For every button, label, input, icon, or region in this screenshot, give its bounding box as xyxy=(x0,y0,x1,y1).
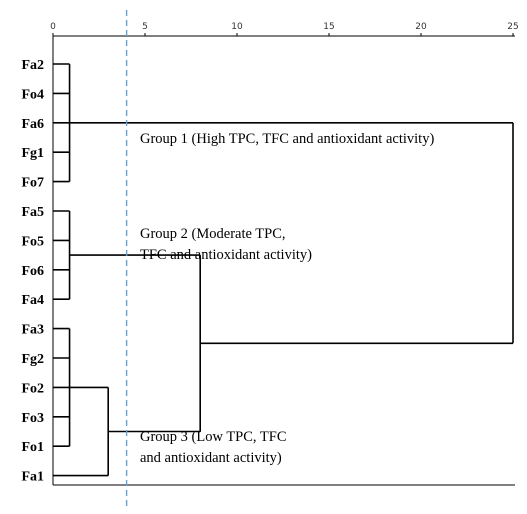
leaf-label: Fa5 xyxy=(21,205,44,220)
leaf-label: Fo5 xyxy=(21,234,44,249)
leaf-label: Fo7 xyxy=(21,176,44,191)
group-label-line: Group 2 (Moderate TPC, xyxy=(140,226,286,242)
group-label: Group 3 (Low TPC, TFC and antioxidant act… xyxy=(140,429,287,466)
leaf-label: Fa4 xyxy=(21,293,44,308)
leaf-label: Fg1 xyxy=(21,146,44,161)
x-tick-label: 25 xyxy=(507,22,518,32)
x-tick-label: 15 xyxy=(323,22,334,32)
leaf-label: Fa1 xyxy=(21,470,44,485)
x-tick-label: 0 xyxy=(50,22,56,32)
group-label-line: and antioxidant activity) xyxy=(140,450,282,466)
leaf-label: Fa3 xyxy=(21,323,44,338)
leaf-label: Fa6 xyxy=(21,117,44,132)
x-tick-label: 10 xyxy=(231,22,243,32)
leaf-label: Fo2 xyxy=(21,381,44,396)
leaf-label: Fa2 xyxy=(21,58,44,73)
leaf-label: Fo1 xyxy=(21,440,44,455)
x-tick-label: 5 xyxy=(142,22,148,32)
leaf-label: Fg2 xyxy=(21,352,44,367)
group-label: Group 2 (Moderate TPC, TFC and antioxidan… xyxy=(140,226,312,263)
leaf-label: Fo3 xyxy=(21,411,44,426)
group-label-line: Group 1 (High TPC, TFC and antioxidant a… xyxy=(140,131,434,147)
leaf-label: Fo4 xyxy=(21,87,44,102)
group-label: Group 1 (High TPC, TFC and antioxidant a… xyxy=(140,131,434,147)
group-label-line: Group 3 (Low TPC, TFC xyxy=(140,429,287,445)
group-label-line: TFC and antioxidant activity) xyxy=(140,247,312,263)
leaf-label: Fo6 xyxy=(21,264,44,279)
x-tick-label: 20 xyxy=(415,22,427,32)
